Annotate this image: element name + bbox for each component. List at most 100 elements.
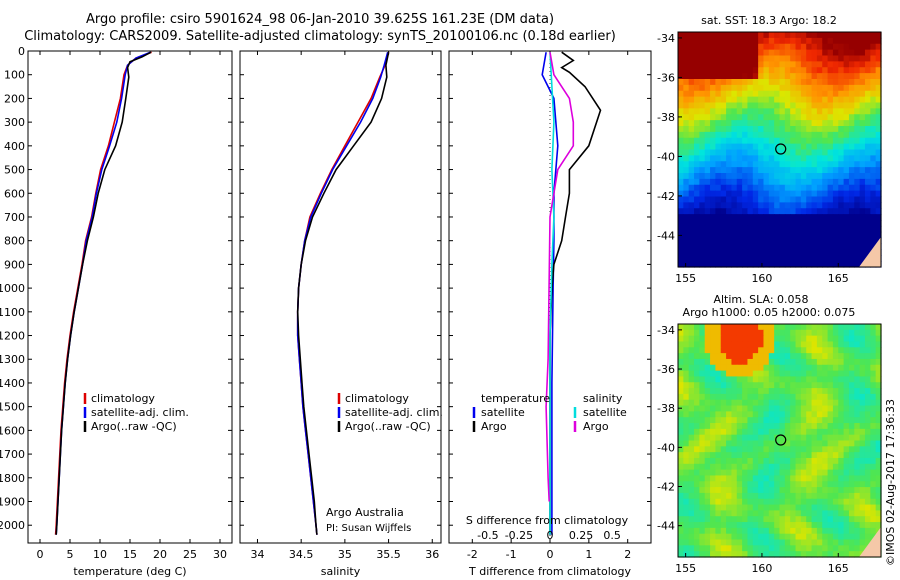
- map-cell: [854, 492, 861, 500]
- map-cell: [779, 237, 786, 245]
- map-cell: [742, 463, 749, 471]
- map-cell: [688, 423, 695, 430]
- map-cell: [870, 237, 877, 245]
- map-cell: [747, 249, 754, 256]
- map-cell: [715, 37, 722, 45]
- map-cell: [822, 417, 829, 424]
- map-cell: [736, 261, 743, 268]
- map-cell: [854, 510, 861, 517]
- map-cell: [875, 446, 882, 453]
- map-cell: [816, 255, 823, 262]
- map-cell: [678, 481, 684, 488]
- map-cell: [694, 79, 700, 86]
- map-cell: [704, 434, 711, 442]
- map-cell: [736, 446, 743, 453]
- map-cell: [822, 79, 829, 86]
- map-cell: [720, 399, 727, 407]
- map-cell: [870, 167, 877, 174]
- map-cell: [710, 382, 716, 389]
- map-cell: [704, 411, 711, 418]
- map-cell: [806, 469, 813, 477]
- map-cell: [827, 231, 834, 239]
- map-cell: [779, 457, 786, 465]
- map-cell: [715, 126, 722, 133]
- map-cell: [747, 190, 754, 198]
- map-cell: [747, 358, 754, 366]
- map-cell: [838, 202, 845, 209]
- map-cell: [816, 463, 823, 471]
- map-cell: [774, 255, 781, 262]
- map-cell: [688, 249, 695, 256]
- map-cell: [736, 143, 743, 151]
- map-cell: [678, 55, 684, 62]
- map-cell: [784, 411, 791, 418]
- map-cell: [694, 434, 700, 442]
- map-cell: [694, 347, 700, 354]
- map-cell: [864, 214, 871, 221]
- map-cell: [774, 329, 781, 337]
- map-cell: [848, 353, 855, 360]
- map-cell: [779, 161, 786, 168]
- map-cell: [704, 376, 711, 383]
- map-cell: [875, 434, 882, 442]
- map-cell: [859, 178, 866, 186]
- map-cell: [790, 243, 797, 250]
- map-cell: [763, 249, 770, 256]
- map-cell: [742, 67, 749, 74]
- map-cell: [827, 370, 834, 378]
- map-cell: [864, 202, 871, 209]
- salinity-legend-heading: salinity: [583, 392, 623, 405]
- map-cell: [816, 481, 823, 488]
- series-line-argo: [296, 52, 390, 535]
- map-cell: [806, 510, 813, 517]
- map-cell: [827, 32, 834, 39]
- map-cell: [731, 522, 738, 529]
- map-cell: [811, 155, 818, 162]
- map-cell: [864, 220, 871, 227]
- map-cell: [715, 358, 722, 366]
- map-cell: [742, 382, 749, 389]
- map-cell: [827, 504, 834, 511]
- map-cell: [806, 388, 813, 395]
- map-cell: [694, 49, 700, 57]
- map-cell: [854, 84, 861, 92]
- map-cell: [758, 96, 765, 104]
- map-cell: [731, 149, 738, 156]
- map-cell: [806, 67, 813, 74]
- map-cell: [859, 498, 866, 506]
- map-cell: [790, 504, 797, 511]
- map-cell: [710, 73, 716, 80]
- map-cell: [811, 364, 818, 372]
- map-cell: [838, 411, 845, 418]
- map-cell: [827, 457, 834, 465]
- map-cell: [704, 545, 711, 552]
- map-cell: [816, 90, 823, 98]
- map-cell: [763, 79, 770, 86]
- map-cell: [726, 364, 733, 372]
- map-cell: [811, 405, 818, 412]
- map-cell: [859, 43, 866, 51]
- map-cell: [704, 551, 711, 558]
- map-cell: [715, 498, 722, 506]
- map-cell: [710, 463, 716, 471]
- map-cell: [742, 167, 749, 174]
- map-cell: [688, 49, 695, 57]
- map-cell: [752, 49, 759, 57]
- map-cell: [747, 504, 754, 511]
- map-cell: [811, 84, 818, 92]
- map-cell: [827, 417, 834, 424]
- map-cell: [843, 364, 850, 372]
- map-cell: [848, 243, 855, 250]
- map-cell: [816, 167, 823, 174]
- temperature-profile-panel: 0 5 10 15 20 25 300100200300400500600700800900…: [0, 45, 233, 578]
- map-cell: [811, 249, 818, 256]
- map-cell: [726, 167, 733, 174]
- map-cell: [811, 114, 818, 121]
- map-cell: [795, 539, 802, 546]
- map-cell: [683, 220, 690, 227]
- map-cell: [800, 173, 807, 180]
- map-cell: [806, 73, 813, 80]
- map-cell: [758, 214, 765, 221]
- map-cell: [726, 545, 733, 552]
- map-cell: [875, 137, 882, 145]
